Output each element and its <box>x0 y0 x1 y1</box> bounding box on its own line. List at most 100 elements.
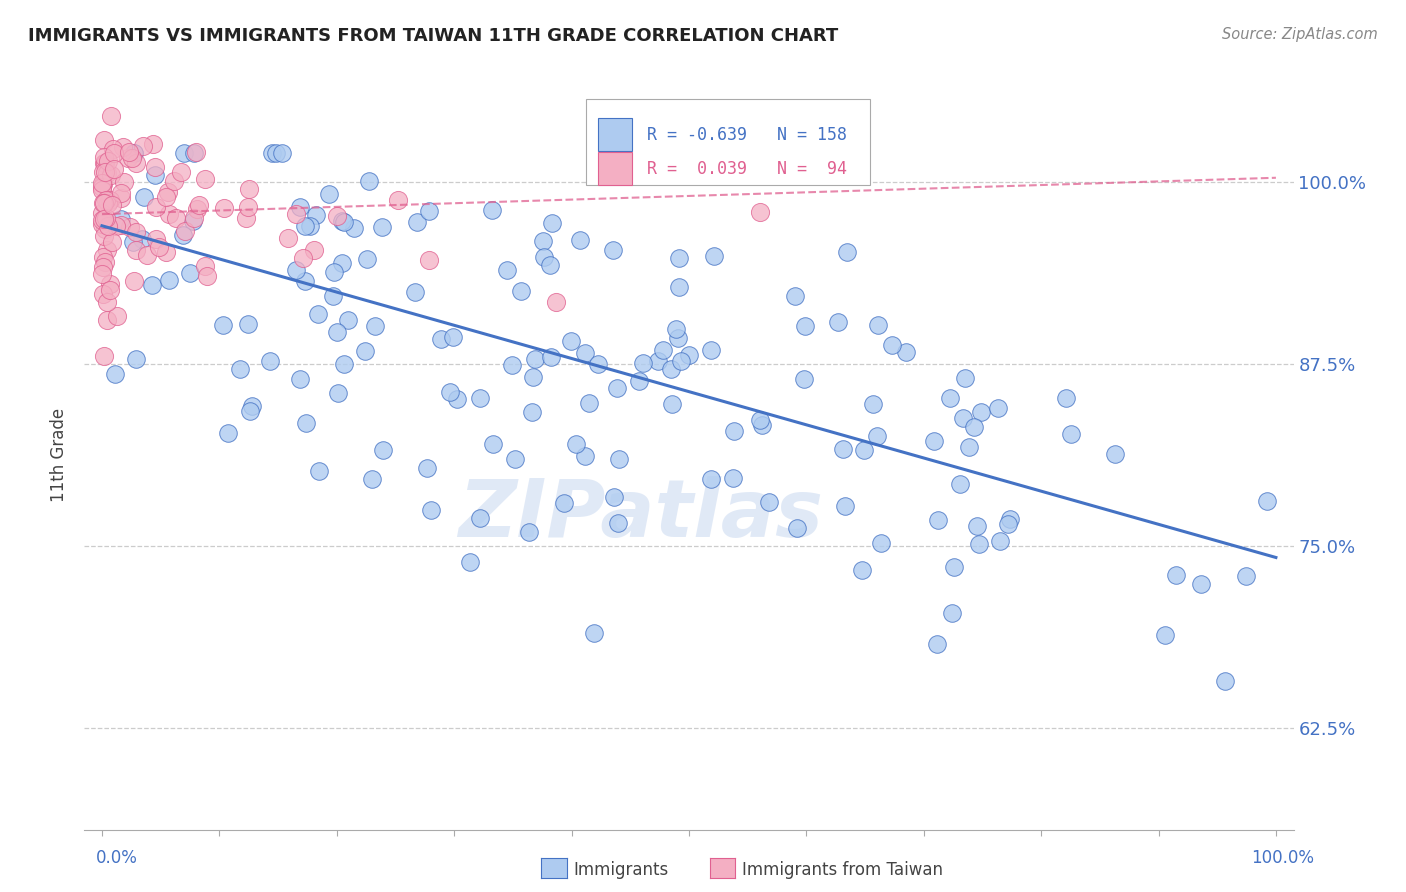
Point <box>195 268 218 283</box>
Point <box>336 312 359 326</box>
Point <box>96 294 118 309</box>
Point <box>181 214 204 228</box>
Point <box>416 461 439 475</box>
Point <box>294 273 316 287</box>
Point <box>505 451 527 466</box>
Point <box>967 537 990 551</box>
Point <box>1191 576 1213 591</box>
Point <box>1213 673 1236 688</box>
Point <box>1054 391 1077 405</box>
Point <box>157 185 180 199</box>
Point <box>659 362 682 376</box>
Point <box>583 625 606 640</box>
Point <box>703 249 725 263</box>
Point <box>538 258 561 272</box>
Point <box>387 193 409 207</box>
Point <box>155 244 177 259</box>
Point <box>288 372 311 386</box>
Point <box>496 262 519 277</box>
Point <box>458 555 481 569</box>
Text: 0.0%: 0.0% <box>96 849 138 867</box>
Point <box>91 267 114 281</box>
Point <box>606 516 628 530</box>
Point <box>259 353 281 368</box>
Point <box>751 418 773 433</box>
Point <box>925 637 948 651</box>
Point <box>785 289 807 303</box>
Point <box>238 317 260 331</box>
Point <box>298 219 321 233</box>
Point <box>212 318 235 333</box>
Point <box>100 198 122 212</box>
Point <box>544 295 567 310</box>
Point <box>998 512 1021 526</box>
Point <box>163 174 186 188</box>
Point <box>699 343 721 357</box>
Point <box>586 357 609 371</box>
Point <box>522 369 544 384</box>
Point <box>100 109 122 123</box>
Point <box>1154 628 1177 642</box>
Point <box>270 146 292 161</box>
Point <box>307 307 329 321</box>
Point <box>103 143 125 157</box>
Point <box>405 214 427 228</box>
Point <box>322 289 344 303</box>
Point <box>678 348 700 362</box>
Point <box>122 146 145 161</box>
Point <box>165 211 187 226</box>
Point <box>894 344 917 359</box>
Point <box>748 205 770 219</box>
Point <box>131 232 153 246</box>
Point <box>553 496 575 510</box>
Text: R = -0.639   N = 158: R = -0.639 N = 158 <box>647 126 846 144</box>
Point <box>112 175 135 189</box>
Point <box>305 209 328 223</box>
Text: ZIPatlas: ZIPatlas <box>458 475 823 554</box>
Point <box>627 374 650 388</box>
Point <box>524 352 547 367</box>
Text: Immigrants: Immigrants <box>574 861 669 879</box>
Point <box>100 283 122 297</box>
Point <box>212 202 235 216</box>
Point <box>541 216 564 230</box>
Point <box>578 396 600 410</box>
Point <box>364 318 387 333</box>
Point <box>238 181 260 195</box>
Point <box>360 472 382 486</box>
Point <box>104 368 127 382</box>
Point <box>835 244 858 259</box>
Point <box>103 161 125 176</box>
Point <box>481 437 503 451</box>
Point <box>236 200 259 214</box>
Point <box>145 232 167 246</box>
Point <box>235 211 257 225</box>
Point <box>111 140 134 154</box>
Point <box>94 254 117 268</box>
Point <box>91 206 114 220</box>
Point <box>574 449 596 463</box>
Point <box>96 243 118 257</box>
Point <box>187 197 209 211</box>
Point <box>852 442 875 457</box>
Point <box>94 193 117 207</box>
Point <box>323 265 346 279</box>
Point <box>342 220 364 235</box>
Point <box>125 155 148 169</box>
Point <box>540 350 562 364</box>
Point <box>318 186 340 201</box>
Text: IMMIGRANTS VS IMMIGRANTS FROM TAIWAN 11TH GRADE CORRELATION CHART: IMMIGRANTS VS IMMIGRANTS FROM TAIWAN 11T… <box>28 27 838 45</box>
Point <box>91 183 114 197</box>
Point <box>987 401 1010 416</box>
Point <box>851 563 873 577</box>
Point <box>354 344 377 359</box>
Point <box>93 150 115 164</box>
Point <box>172 228 194 243</box>
Point <box>93 133 115 147</box>
FancyBboxPatch shape <box>599 119 633 152</box>
Point <box>501 358 523 372</box>
Point <box>91 180 114 194</box>
Point <box>963 420 986 434</box>
Text: R =  0.039   N =  94: R = 0.039 N = 94 <box>647 160 846 178</box>
Point <box>665 321 688 335</box>
